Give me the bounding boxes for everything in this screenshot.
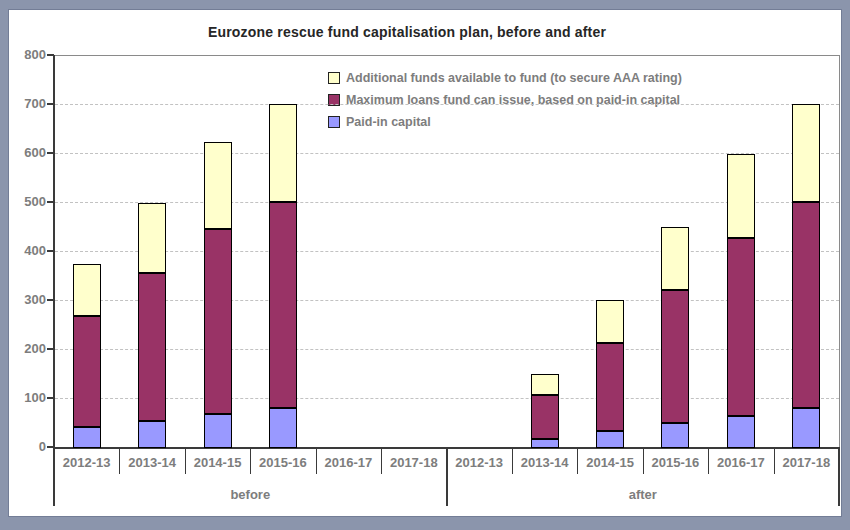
additional-funds-segment [531, 374, 559, 395]
max-loans-segment [727, 238, 755, 416]
paid-in-capital-segment [596, 431, 624, 448]
category-separator [119, 449, 120, 474]
x-category-label: 2015-16 [643, 455, 708, 470]
category-separator [185, 449, 186, 474]
plot-border-right [839, 55, 840, 447]
category-separator [512, 449, 513, 474]
chart-legend: Additional funds available to fund (to s… [328, 67, 682, 133]
additional-funds-segment [73, 264, 101, 316]
additional-funds-segment [661, 227, 689, 290]
category-separator [774, 449, 775, 474]
stacked-bar-chart: Eurozone rescue fund capitalisation plan… [0, 0, 850, 530]
gridline-100 [55, 398, 839, 399]
max-loans-segment [531, 395, 559, 440]
x-category-label: 2015-16 [250, 455, 315, 470]
category-separator [381, 449, 382, 474]
paid-in-capital-segment [531, 439, 559, 448]
legend-swatch-icon [328, 116, 340, 128]
x-category-label: 2012-13 [54, 455, 119, 470]
x-category-label: 2017-18 [381, 455, 446, 470]
y-tick-400 [47, 250, 54, 252]
y-tick-300 [47, 299, 54, 301]
legend-row: Maximum loans fund can issue, based on p… [328, 89, 682, 111]
y-tick-label: 100 [6, 390, 46, 405]
category-separator [708, 449, 709, 474]
y-tick-200 [47, 348, 54, 350]
y-tick-label: 400 [6, 243, 46, 258]
category-separator [250, 449, 251, 474]
legend-row: Additional funds available to fund (to s… [328, 67, 682, 89]
legend-row: Paid-in capital [328, 111, 682, 133]
x-category-label: 2014-15 [185, 455, 250, 470]
y-tick-800 [47, 54, 54, 56]
legend-label: Paid-in capital [346, 115, 431, 129]
max-loans-segment [138, 273, 166, 421]
additional-funds-segment [204, 142, 232, 229]
x-category-label: 2017-18 [774, 455, 839, 470]
category-separator [316, 449, 317, 474]
additional-funds-segment [138, 203, 166, 273]
y-tick-label: 700 [6, 96, 46, 111]
paid-in-capital-segment [269, 408, 297, 448]
group-label-after: after [447, 487, 840, 502]
additional-funds-segment [269, 104, 297, 202]
y-tick-label: 600 [6, 145, 46, 160]
y-tick-600 [47, 152, 54, 154]
x-category-label: 2014-15 [577, 455, 642, 470]
paid-in-capital-segment [73, 427, 101, 448]
y-tick-label: 500 [6, 194, 46, 209]
chart-title: Eurozone rescue fund capitalisation plan… [104, 24, 710, 44]
x-category-label: 2012-13 [447, 455, 512, 470]
gridline-200 [55, 349, 839, 350]
x-category-label: 2013-14 [119, 455, 184, 470]
y-tick-700 [47, 103, 54, 105]
max-loans-segment [792, 202, 820, 408]
chart-canvas: { "chart_data": { "type": "bar", "stacke… [0, 0, 850, 530]
group-label-before: before [54, 487, 447, 502]
paid-in-capital-segment [792, 408, 820, 448]
gridline-300 [55, 300, 839, 301]
paid-in-capital-segment [138, 421, 166, 448]
max-loans-segment [661, 290, 689, 423]
y-tick-100 [47, 397, 54, 399]
plot-border-top [54, 55, 839, 56]
gridline-600 [55, 153, 839, 154]
additional-funds-segment [792, 104, 820, 202]
category-separator [643, 449, 644, 474]
paid-in-capital-segment [727, 416, 755, 448]
max-loans-segment [204, 229, 232, 414]
y-axis [53, 55, 55, 449]
x-category-label: 2016-17 [316, 455, 381, 470]
gridline-700 [55, 104, 839, 105]
y-tick-label: 0 [6, 439, 46, 454]
gridline-500 [55, 202, 839, 203]
x-category-label: 2013-14 [512, 455, 577, 470]
y-tick-label: 300 [6, 292, 46, 307]
x-category-label: 2016-17 [708, 455, 773, 470]
legend-label: Additional funds available to fund (to s… [346, 71, 682, 85]
max-loans-segment [269, 202, 297, 408]
y-tick-label: 800 [6, 47, 46, 62]
legend-swatch-icon [328, 72, 340, 84]
max-loans-segment [596, 343, 624, 432]
paid-in-capital-segment [204, 414, 232, 448]
y-tick-label: 200 [6, 341, 46, 356]
y-tick-500 [47, 201, 54, 203]
additional-funds-segment [596, 300, 624, 342]
max-loans-segment [73, 316, 101, 427]
paid-in-capital-segment [661, 423, 689, 448]
gridline-400 [55, 251, 839, 252]
additional-funds-segment [727, 154, 755, 237]
category-separator [577, 449, 578, 474]
